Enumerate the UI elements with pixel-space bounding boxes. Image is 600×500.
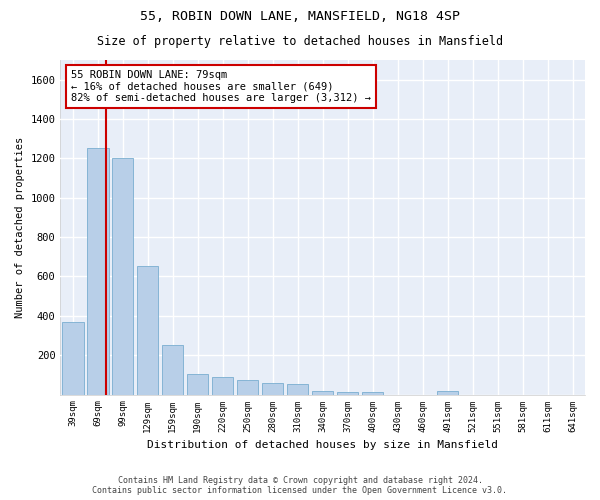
Bar [262, 383, 283, 394]
Bar [337, 392, 358, 394]
X-axis label: Distribution of detached houses by size in Mansfield: Distribution of detached houses by size … [147, 440, 498, 450]
Bar [287, 384, 308, 394]
Bar [87, 148, 109, 394]
Bar [362, 392, 383, 394]
Bar [237, 380, 259, 394]
Text: Size of property relative to detached houses in Mansfield: Size of property relative to detached ho… [97, 35, 503, 48]
Bar [162, 346, 184, 395]
Bar [187, 374, 208, 394]
Y-axis label: Number of detached properties: Number of detached properties [15, 136, 25, 318]
Text: Contains HM Land Registry data © Crown copyright and database right 2024.
Contai: Contains HM Land Registry data © Crown c… [92, 476, 508, 495]
Bar [62, 322, 83, 394]
Bar [437, 391, 458, 394]
Bar [212, 377, 233, 394]
Text: 55 ROBIN DOWN LANE: 79sqm
← 16% of detached houses are smaller (649)
82% of semi: 55 ROBIN DOWN LANE: 79sqm ← 16% of detac… [71, 70, 371, 103]
Text: 55, ROBIN DOWN LANE, MANSFIELD, NG18 4SP: 55, ROBIN DOWN LANE, MANSFIELD, NG18 4SP [140, 10, 460, 23]
Bar [137, 266, 158, 394]
Bar [312, 391, 334, 394]
Bar [112, 158, 133, 394]
